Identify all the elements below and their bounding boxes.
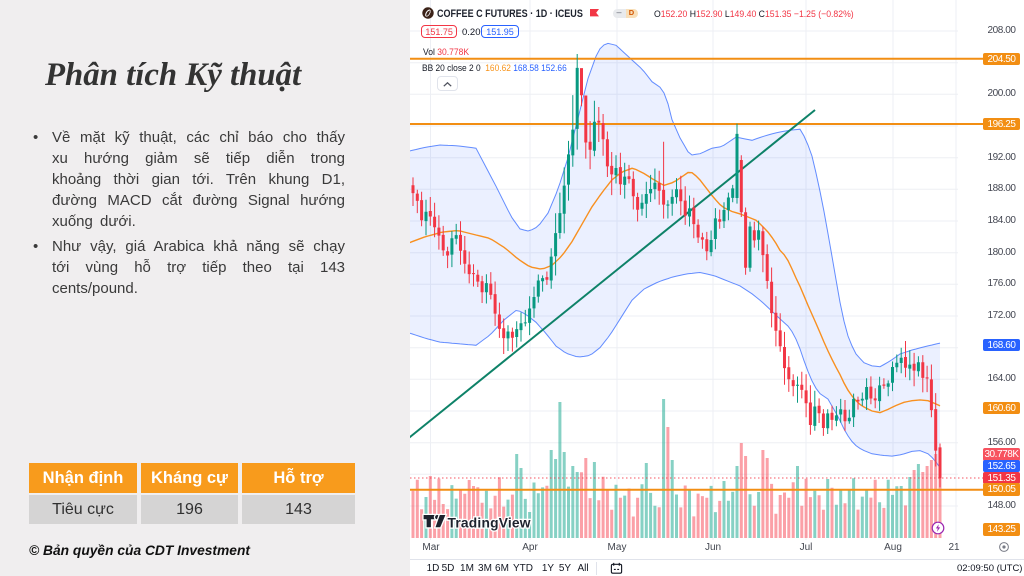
svg-text:TradingView: TradingView <box>448 516 531 531</box>
